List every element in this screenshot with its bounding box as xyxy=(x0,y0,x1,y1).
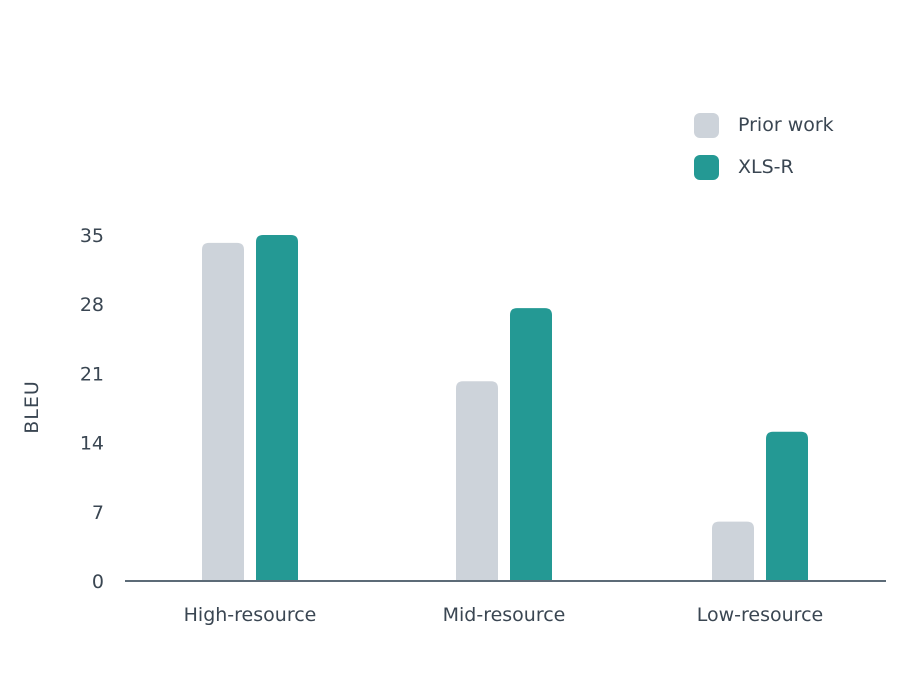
y-tick-label: 14 xyxy=(80,433,104,455)
bar-prior-work-high-resource xyxy=(202,242,244,581)
bar-prior-work-low-resource xyxy=(712,521,754,581)
y-tick-label: 21 xyxy=(80,363,104,385)
bar-xls-r-mid-resource xyxy=(510,308,552,581)
legend-swatch-prior-work xyxy=(694,112,719,138)
y-tick-label: 28 xyxy=(80,294,104,316)
y-axis-title: BLEU xyxy=(21,380,43,434)
y-tick-label: 35 xyxy=(80,225,104,247)
bar-xls-r-high-resource xyxy=(256,235,298,581)
legend-label-prior-work: Prior work xyxy=(738,114,834,136)
y-tick-label: 7 xyxy=(92,502,104,524)
legend-item-prior-work: Prior work xyxy=(694,104,834,146)
bar-xls-r-low-resource xyxy=(766,431,808,581)
legend-item-xls-r: XLS-R xyxy=(694,146,834,188)
legend-label-xls-r: XLS-R xyxy=(738,156,794,178)
x-category-label: Low-resource xyxy=(697,604,823,626)
legend-swatch-xls-r xyxy=(694,154,719,180)
y-axis-ticks: 0 7 14 21 28 35 xyxy=(80,225,104,593)
category-labels: High-resource Mid-resource Low-resource xyxy=(184,604,824,626)
y-tick-label: 0 xyxy=(92,571,104,593)
x-category-label: High-resource xyxy=(184,604,317,626)
x-category-label: Mid-resource xyxy=(443,604,566,626)
legend: Prior work XLS-R xyxy=(694,104,834,188)
bar-prior-work-mid-resource xyxy=(456,381,498,581)
bars-group xyxy=(202,235,808,581)
